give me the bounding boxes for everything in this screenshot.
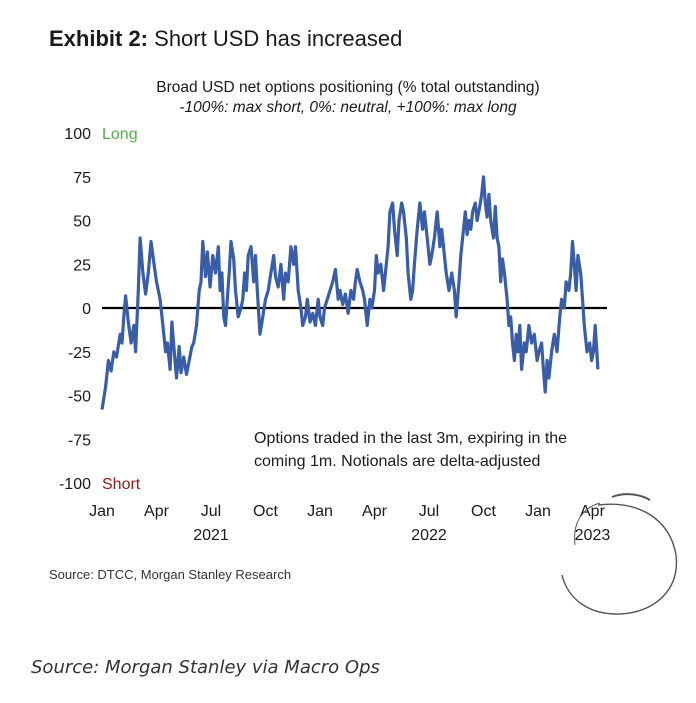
image-caption: Source: Morgan Stanley via Macro Ops <box>31 657 380 678</box>
series-line <box>100 175 600 410</box>
y-tick-label: 0 <box>82 301 91 318</box>
exhibit-heading: Exhibit 2: Short USD has increased <box>49 26 402 52</box>
x-tick-label: Jan <box>525 503 551 520</box>
y-tick-label: -75 <box>68 432 91 449</box>
chart-source: Source: DTCC, Morgan Stanley Research <box>49 567 292 582</box>
chart-title: Broad USD net options positioning (% tot… <box>156 79 540 96</box>
short-label: Short <box>102 476 141 493</box>
long-label: Long <box>102 126 138 143</box>
x-tick-label: Jul <box>201 503 221 520</box>
x-tick-label: Apr <box>362 503 388 520</box>
y-tick-label: -50 <box>68 389 91 406</box>
y-tick-label: -25 <box>68 345 91 362</box>
y-tick-label: 25 <box>73 257 91 274</box>
stamp-mark <box>561 493 678 615</box>
x-tick-label: Jul <box>419 503 439 520</box>
y-tick-label: 75 <box>73 170 91 187</box>
x-year-label: 2021 <box>193 527 229 544</box>
y-tick-label: 50 <box>73 214 91 231</box>
y-tick-label: 100 <box>64 126 91 143</box>
y-tick-label: -100 <box>59 476 91 493</box>
x-tick-label: Oct <box>471 503 496 520</box>
x-tick-label: Apr <box>144 503 170 520</box>
x-tick-label: Jan <box>307 503 333 520</box>
x-tick-label: Apr <box>580 503 606 520</box>
exhibit-title: Short USD has increased <box>154 26 403 51</box>
x-tick-label: Jan <box>89 503 115 520</box>
annotation-line-2: coming 1m. Notionals are delta-adjusted <box>254 453 540 470</box>
x-year-label: 2023 <box>575 527 611 544</box>
x-tick-label: Oct <box>253 503 278 520</box>
x-year-label: 2022 <box>411 527 447 544</box>
exhibit-number: Exhibit 2: <box>49 26 149 51</box>
x-axis: Jan Apr Jul Oct Jan Apr Jul Oct Jan Apr 2021 2022 20… <box>89 503 610 544</box>
chart-subtitle: -100%: max short, 0%: neutral, +100%: ma… <box>179 99 517 116</box>
annotation-line-1: Options traded in the last 3m, expiring … <box>254 430 567 447</box>
y-axis: 100 75 50 25 0 -25 -50 -75 -100 <box>59 126 91 493</box>
